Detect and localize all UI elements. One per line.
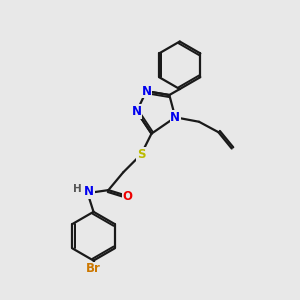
Text: S: S <box>137 148 145 161</box>
Text: N: N <box>132 105 142 118</box>
Text: O: O <box>123 190 133 202</box>
Text: Br: Br <box>86 262 101 275</box>
Text: H: H <box>73 184 82 194</box>
Text: N: N <box>141 85 152 98</box>
Text: N: N <box>170 111 180 124</box>
Text: N: N <box>84 185 94 198</box>
